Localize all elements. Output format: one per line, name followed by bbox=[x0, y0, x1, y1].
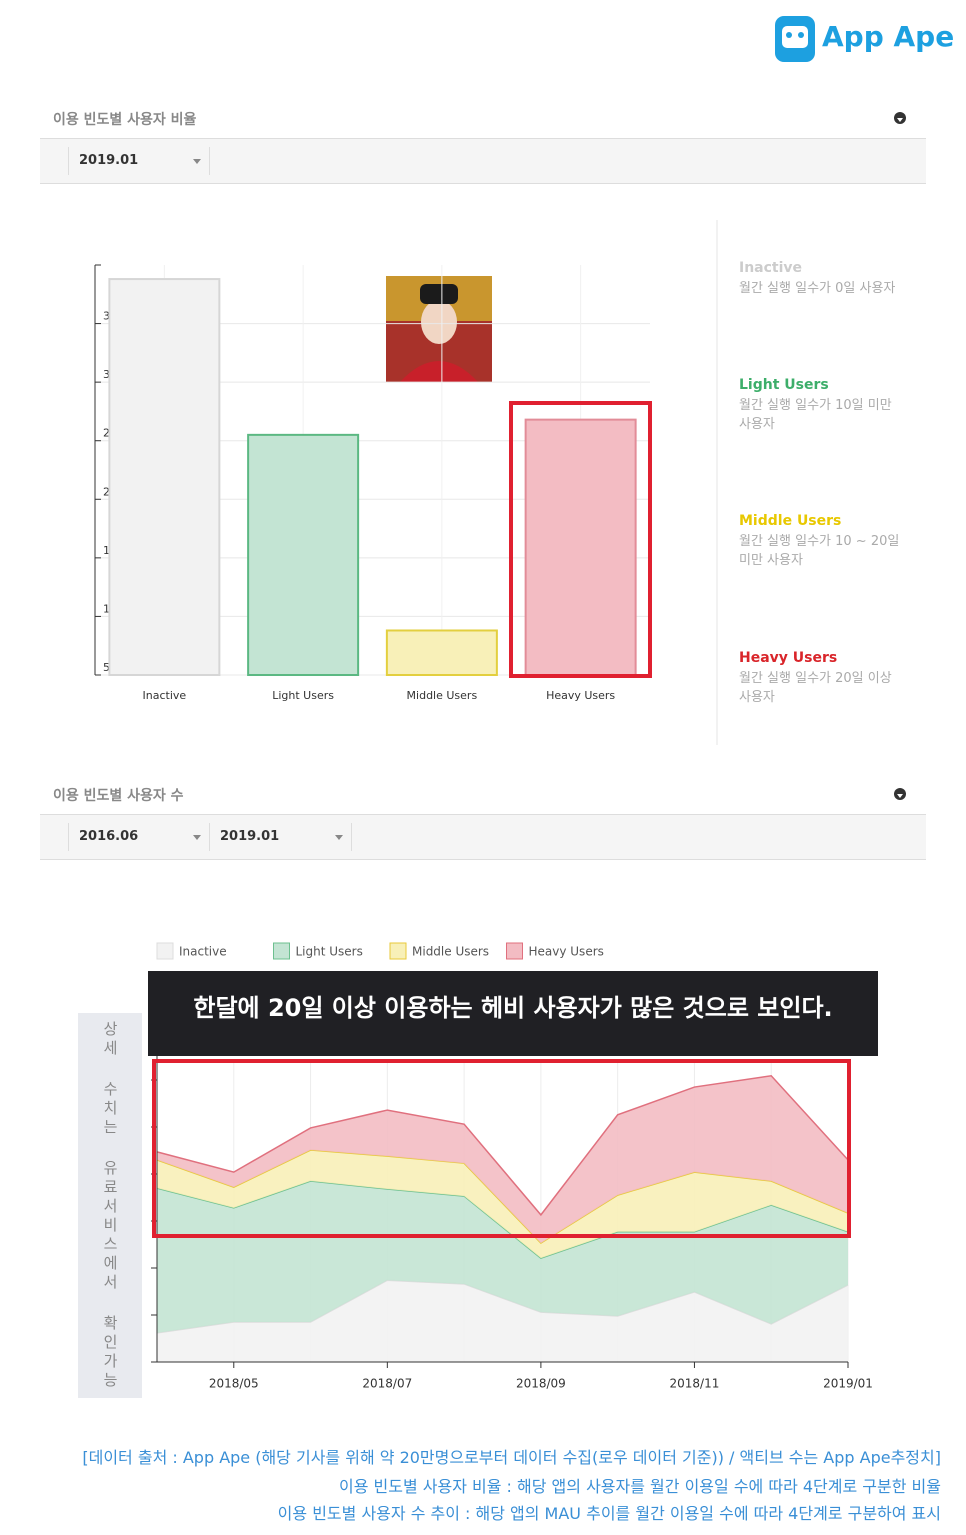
legend-note-name: Middle Users bbox=[739, 513, 842, 529]
series-line bbox=[156, 1180, 849, 1259]
bar bbox=[247, 433, 360, 676]
highlight-box bbox=[509, 401, 652, 678]
legend-note-name: Heavy Users bbox=[739, 650, 838, 666]
dropdown[interactable]: 2019.01 bbox=[68, 147, 210, 175]
dropdown[interactable]: 2019.01 bbox=[210, 823, 352, 851]
logo-text: App Ape bbox=[822, 20, 955, 53]
legend-swatch bbox=[273, 942, 290, 960]
legend-note-name: Inactive bbox=[739, 260, 803, 276]
area-chart: Inactive Light Users Middle Users Heavy Use… bbox=[151, 942, 873, 1391]
bar bbox=[524, 418, 637, 676]
app-image-face bbox=[421, 300, 457, 344]
filter-bar: 2019.01 bbox=[40, 138, 926, 184]
x-tick-label: Middle Users bbox=[407, 689, 478, 702]
x-tick-label: 2018/07 bbox=[362, 1377, 412, 1391]
area bbox=[157, 1280, 848, 1362]
legend-note-desc: 월간 실행 일수가 20일 이상 사용자 bbox=[739, 671, 892, 705]
x-tick-label: Light Users bbox=[272, 689, 334, 702]
legend-swatch bbox=[389, 942, 407, 960]
x-tick-label: 2018/11 bbox=[670, 1377, 720, 1391]
x-tick-label: 2018/09 bbox=[516, 1377, 566, 1391]
logo-eye bbox=[798, 32, 804, 38]
footer-line: [데이터 출처 : App Ape (해당 기사를 위해 약 20만명으로부터 … bbox=[82, 1448, 941, 1467]
footer-line: 이용 빈도별 사용자 비율 : 해당 앱의 사용자를 월간 이용일 수에 따라 … bbox=[339, 1477, 941, 1496]
x-tick-label: 2019/01 bbox=[823, 1377, 873, 1391]
bar bbox=[385, 629, 498, 677]
y-tick-label: 5 bbox=[103, 661, 110, 674]
x-tick-label: 2018/05 bbox=[209, 1377, 259, 1391]
legend-label: Light Users bbox=[296, 945, 363, 959]
section-title: 이용 빈도별 사용자 비율 bbox=[53, 112, 197, 128]
dropdown[interactable]: 2016.06 bbox=[68, 823, 210, 851]
legend-swatch bbox=[156, 942, 174, 960]
paywall-note: 상세 수치는 유료서비스에서 확인가능 bbox=[78, 1013, 142, 1398]
legend-note-desc: 월간 실행 일수가 10 ~ 20일 미만 사용자 bbox=[739, 534, 900, 568]
area bbox=[157, 1181, 848, 1333]
area bbox=[157, 1075, 848, 1244]
legend-swatch bbox=[506, 942, 523, 960]
app-image-robe bbox=[400, 361, 478, 382]
x-tick-label: Heavy Users bbox=[546, 689, 615, 702]
legend-label: Middle Users bbox=[412, 945, 489, 959]
series-line bbox=[156, 1074, 849, 1217]
legend-note-name: Light Users bbox=[739, 377, 829, 393]
legend-note-desc: 월간 실행 일수가 0일 사용자 bbox=[739, 281, 896, 296]
legend-label: Inactive bbox=[179, 945, 227, 959]
x-tick-label: Inactive bbox=[143, 689, 187, 702]
logo-face bbox=[782, 26, 808, 48]
banner: 한달에 20일 이상 이용하는 헤비 사용자가 많은 것으로 보인다. bbox=[148, 971, 878, 1056]
section-title: 이용 빈도별 사용자 수 bbox=[53, 788, 184, 804]
download-icon bbox=[894, 788, 906, 800]
filter-bar: 2016.06 2019.01 bbox=[40, 814, 926, 860]
highlight-box bbox=[152, 1059, 851, 1238]
legend-label: Heavy Users bbox=[529, 945, 604, 959]
legend-note-desc: 월간 실행 일수가 10일 미만 사용자 bbox=[739, 398, 892, 432]
footer-line: 이용 빈도별 사용자 수 추이 : 해당 앱의 MAU 추이를 월간 이용일 수… bbox=[277, 1504, 941, 1523]
logo-eye bbox=[786, 32, 792, 38]
download-icon bbox=[894, 112, 906, 124]
app-image-hat bbox=[420, 284, 458, 304]
bar bbox=[108, 278, 221, 676]
